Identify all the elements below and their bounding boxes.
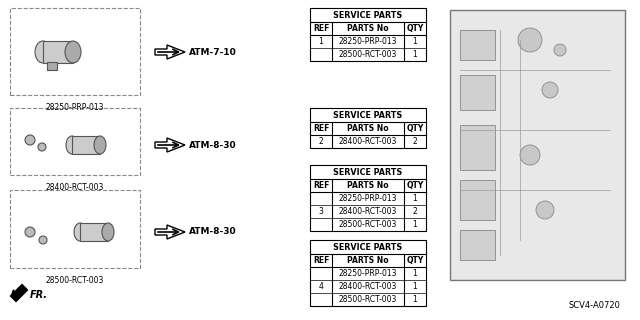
Circle shape bbox=[25, 227, 35, 237]
Text: REF: REF bbox=[313, 181, 329, 190]
Text: PARTS No: PARTS No bbox=[347, 24, 389, 33]
Ellipse shape bbox=[74, 223, 86, 241]
Text: 4: 4 bbox=[319, 282, 323, 291]
Text: REF: REF bbox=[313, 256, 329, 265]
Text: 28400-RCT-003: 28400-RCT-003 bbox=[339, 207, 397, 216]
Ellipse shape bbox=[65, 41, 81, 63]
Text: 2: 2 bbox=[413, 137, 417, 146]
Text: 28400-RCT-003: 28400-RCT-003 bbox=[46, 183, 104, 192]
Text: QTY: QTY bbox=[406, 124, 424, 133]
Text: ATM-7-10: ATM-7-10 bbox=[189, 47, 237, 57]
Text: 28250-PRP-013: 28250-PRP-013 bbox=[339, 269, 397, 278]
Ellipse shape bbox=[35, 41, 51, 63]
Polygon shape bbox=[155, 225, 185, 239]
Text: QTY: QTY bbox=[406, 24, 424, 33]
Polygon shape bbox=[155, 138, 185, 152]
Text: REF: REF bbox=[313, 124, 329, 133]
Text: QTY: QTY bbox=[406, 256, 424, 265]
Text: 28400-RCT-003: 28400-RCT-003 bbox=[339, 282, 397, 291]
Text: 1: 1 bbox=[413, 37, 417, 46]
Text: REF: REF bbox=[313, 24, 329, 33]
Text: 28500-RCT-003: 28500-RCT-003 bbox=[339, 220, 397, 229]
Circle shape bbox=[536, 201, 554, 219]
Text: 28500-RCT-003: 28500-RCT-003 bbox=[339, 50, 397, 59]
Text: ATM-8-30: ATM-8-30 bbox=[189, 228, 237, 236]
Text: SERVICE PARTS: SERVICE PARTS bbox=[333, 11, 403, 20]
Text: 28250-PRP-013: 28250-PRP-013 bbox=[339, 37, 397, 46]
Bar bbox=[460, 230, 495, 260]
Bar bbox=[72, 136, 100, 154]
Bar bbox=[460, 75, 495, 110]
Bar bbox=[310, 165, 426, 231]
Bar bbox=[10, 8, 140, 95]
Text: 28500-RCT-003: 28500-RCT-003 bbox=[339, 295, 397, 304]
Polygon shape bbox=[155, 45, 185, 59]
Text: 2: 2 bbox=[413, 207, 417, 216]
Text: PARTS No: PARTS No bbox=[347, 181, 389, 190]
Circle shape bbox=[554, 44, 566, 56]
Text: FR.: FR. bbox=[30, 290, 48, 300]
Text: 1: 1 bbox=[413, 194, 417, 203]
Circle shape bbox=[25, 135, 35, 145]
Text: SERVICE PARTS: SERVICE PARTS bbox=[333, 243, 403, 252]
Ellipse shape bbox=[102, 223, 114, 241]
Text: QTY: QTY bbox=[406, 181, 424, 190]
Bar bbox=[450, 10, 625, 280]
Text: 1: 1 bbox=[319, 37, 323, 46]
Text: 28250-PRP-013: 28250-PRP-013 bbox=[339, 194, 397, 203]
Circle shape bbox=[518, 28, 542, 52]
Text: ATM-8-30: ATM-8-30 bbox=[189, 140, 237, 149]
Circle shape bbox=[520, 145, 540, 165]
Bar bbox=[10, 108, 140, 175]
Ellipse shape bbox=[66, 136, 78, 154]
Bar bbox=[80, 223, 108, 241]
Text: SCV4-A0720: SCV4-A0720 bbox=[568, 301, 620, 310]
Text: SERVICE PARTS: SERVICE PARTS bbox=[333, 110, 403, 119]
Bar bbox=[460, 30, 495, 60]
Text: 1: 1 bbox=[413, 282, 417, 291]
Text: 1: 1 bbox=[413, 220, 417, 229]
Bar bbox=[460, 125, 495, 170]
Bar bbox=[310, 240, 426, 306]
Text: 1: 1 bbox=[413, 50, 417, 59]
Text: PARTS No: PARTS No bbox=[347, 256, 389, 265]
Ellipse shape bbox=[94, 136, 106, 154]
Text: 1: 1 bbox=[413, 269, 417, 278]
Bar bbox=[310, 108, 426, 148]
Bar bbox=[460, 180, 495, 220]
Bar bbox=[10, 190, 140, 268]
Text: 28250-PRP-013: 28250-PRP-013 bbox=[45, 103, 104, 112]
Text: 1: 1 bbox=[413, 295, 417, 304]
Bar bbox=[43, 41, 73, 63]
Polygon shape bbox=[10, 284, 28, 302]
Bar bbox=[47, 62, 57, 70]
Circle shape bbox=[38, 143, 46, 151]
Text: 3: 3 bbox=[319, 207, 323, 216]
Circle shape bbox=[39, 236, 47, 244]
Text: SERVICE PARTS: SERVICE PARTS bbox=[333, 167, 403, 177]
Text: 28500-RCT-003: 28500-RCT-003 bbox=[46, 276, 104, 285]
Bar bbox=[310, 8, 426, 61]
Circle shape bbox=[542, 82, 558, 98]
Text: 2: 2 bbox=[319, 137, 323, 146]
Text: 28400-RCT-003: 28400-RCT-003 bbox=[339, 137, 397, 146]
Text: PARTS No: PARTS No bbox=[347, 124, 389, 133]
